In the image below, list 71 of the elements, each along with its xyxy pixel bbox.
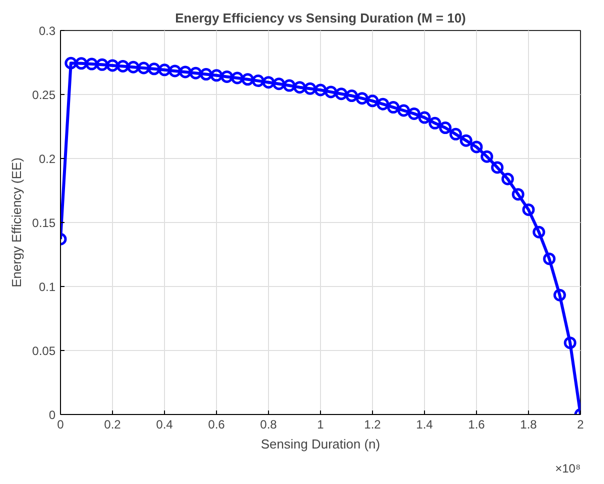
point (387, 101, 400, 114)
x-tick-label: 0.8 (260, 418, 278, 432)
text: ×10⁸ (555, 462, 581, 476)
point (189, 66, 202, 80)
point (553, 288, 566, 302)
x-tick-label: 1.8 (520, 418, 538, 432)
point (532, 226, 546, 238)
point (428, 116, 442, 130)
point (345, 90, 358, 102)
y-axis-title: Energy Efficiency (EE) (9, 158, 24, 288)
point (439, 122, 452, 134)
point (158, 64, 171, 76)
point (304, 82, 316, 95)
y-tick-label: 0.1 (38, 280, 56, 294)
point (75, 57, 88, 70)
point (241, 73, 254, 86)
y-tick-label: 0.2 (38, 152, 56, 166)
point (335, 88, 348, 100)
point (127, 60, 140, 74)
point (252, 74, 264, 88)
point (179, 66, 192, 78)
point (376, 98, 390, 110)
point (116, 60, 130, 72)
point (64, 56, 78, 70)
point (356, 92, 368, 105)
x-tick-label: 0.6 (208, 418, 226, 432)
point (272, 78, 286, 90)
x-tick-label: 0 (57, 418, 64, 432)
chart-title: Energy Efficiency vs Sensing Duration (M = 10) (175, 10, 466, 26)
point (449, 128, 462, 140)
point (480, 150, 494, 163)
point (366, 94, 379, 108)
point (231, 72, 244, 84)
y-tick-label: 0.15 (32, 216, 56, 230)
x-tick-label: 1 (317, 418, 324, 432)
x-tick-label: 0.4 (156, 418, 174, 432)
point (314, 84, 327, 96)
point (85, 58, 98, 70)
point (512, 188, 524, 201)
x-tick-label: 0.2 (104, 418, 122, 432)
point (324, 86, 338, 98)
point (460, 134, 472, 147)
point (408, 107, 420, 120)
x-tick-label: 2 (577, 418, 584, 432)
point (564, 336, 576, 350)
point (283, 79, 296, 92)
point (522, 203, 535, 216)
point (501, 172, 514, 186)
point (96, 58, 108, 71)
point (148, 62, 160, 76)
point (397, 104, 410, 117)
point (200, 68, 212, 81)
point (106, 59, 119, 72)
x-tick-label: 1.4 (416, 418, 434, 432)
point (491, 161, 504, 174)
point (262, 76, 275, 89)
x-tick-label: 1.2 (364, 418, 382, 432)
point (210, 69, 223, 82)
point (470, 140, 483, 154)
point (168, 64, 182, 78)
point (137, 62, 150, 74)
x-axis-title: Sensing Duration (n) (260, 436, 380, 452)
point (418, 111, 431, 124)
point (543, 252, 556, 266)
point (293, 81, 306, 94)
x-tick-label: 1.6 (468, 418, 486, 432)
point (220, 70, 234, 83)
y-tick-label: 0.3 (38, 24, 56, 38)
y-tick-label: 0.05 (32, 344, 56, 358)
y-tick-label: 0 (48, 408, 56, 422)
y-tick-label: 0.25 (32, 88, 56, 102)
